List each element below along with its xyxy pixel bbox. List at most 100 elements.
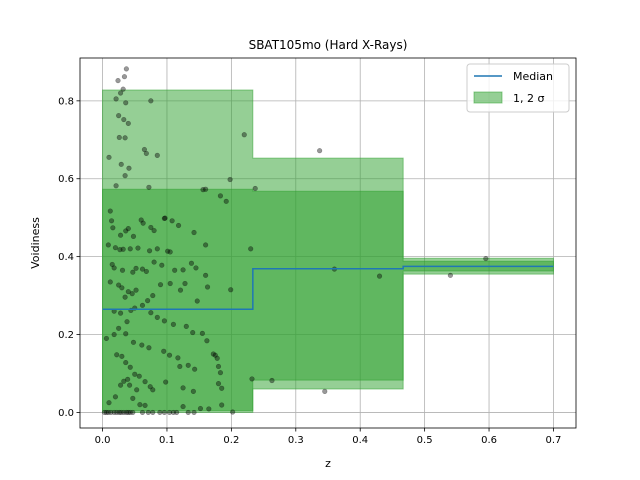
scatter-point-85 (150, 292, 156, 299)
scatter-point-82 (129, 291, 135, 297)
scatter-point-23 (146, 184, 152, 190)
scatter-point-159 (108, 409, 114, 416)
legend-sigma-label: 1, 2 σ (513, 92, 544, 105)
scatter-point-1 (115, 77, 121, 84)
scatter-point-175 (170, 409, 176, 416)
scatter-point-164 (121, 409, 127, 416)
scatter-point-79 (119, 285, 125, 291)
scatter-point-162 (116, 409, 122, 416)
scatter-point-48 (112, 245, 119, 251)
scatter-point-55 (165, 248, 171, 254)
scatter-point-9 (116, 113, 122, 119)
scatter-point-46 (203, 242, 209, 248)
scatter-point-100 (161, 318, 167, 324)
scatter-point-31 (108, 218, 115, 224)
scatter-point-168 (130, 409, 136, 416)
scatter-point-22 (122, 173, 128, 179)
y-axis-ticks: 0.0 0.2 0.4 0.6 0.8 (58, 96, 80, 419)
scatter-point-153 (206, 406, 212, 412)
scatter-point-124 (114, 352, 120, 358)
scatter-point-51 (127, 246, 133, 252)
scatter-point-10 (121, 116, 127, 123)
scatter-point-13 (122, 135, 128, 141)
scatter-point-44 (175, 222, 182, 229)
scatter-point-167 (127, 409, 133, 416)
scatter-point-21 (113, 183, 119, 189)
x-tick-label-4: 0.4 (352, 435, 368, 446)
scatter-point-14 (141, 146, 148, 153)
scatter-point-118 (192, 366, 198, 372)
y-tick-label-1: 0.2 (58, 330, 74, 341)
scatter-point-127 (127, 364, 133, 370)
scatter-point-145 (125, 376, 131, 382)
scatter-point-91 (204, 284, 211, 290)
scatter-point-111 (139, 342, 145, 348)
scatter-point-122 (215, 363, 222, 370)
scatter-point-68 (180, 267, 186, 273)
scatter-point-125 (119, 353, 125, 359)
y-tick-label-4: 0.8 (58, 96, 74, 107)
scatter-point-78 (116, 282, 122, 288)
scatter-point-158 (105, 409, 111, 416)
scatter-point-70 (193, 265, 199, 271)
scatter-point-114 (166, 352, 173, 358)
scatter-point-7 (148, 98, 154, 104)
scatter-point-53 (146, 248, 153, 254)
scatter-point-133 (163, 379, 169, 385)
plot-frame (79, 57, 577, 429)
scatter-point-2 (121, 74, 128, 80)
x-tick-label-7: 0.7 (546, 435, 562, 446)
y-tick-label-3: 0.6 (58, 174, 74, 185)
legend: Median 1, 2 σ (466, 63, 570, 113)
scatter-point-12 (116, 134, 122, 141)
scatter-point-5 (123, 100, 129, 106)
scatter-point-6 (113, 96, 119, 102)
scatter-point-29 (252, 185, 258, 192)
scatter-point-3 (120, 86, 126, 92)
scatter-point-151 (180, 403, 186, 410)
scatter-point-171 (150, 409, 156, 416)
scatter-point-120 (212, 352, 218, 358)
scatter-point-59 (111, 265, 117, 271)
scatter-point-89 (182, 280, 188, 287)
scatter-point-43 (169, 218, 175, 224)
scatter-point-66 (159, 262, 165, 268)
scatter-point-19 (126, 165, 132, 171)
scatter-point-71 (203, 272, 209, 278)
scatter-point-166 (125, 409, 131, 416)
scatter-point-109 (123, 331, 129, 337)
scatter-point-154 (219, 402, 225, 408)
legend-median-label: Median (513, 70, 553, 83)
scatter-point-156 (101, 409, 108, 416)
scatter-point-11 (125, 120, 131, 127)
scatter-point-116 (177, 363, 183, 370)
scatter-point-121 (214, 355, 220, 361)
x-tick-label-0: 0.0 (95, 435, 111, 446)
y-tick-label-0: 0.0 (58, 408, 74, 419)
x-tick-label-5: 0.5 (417, 435, 433, 446)
scatter-point-90 (194, 298, 200, 304)
scatter-point-8 (241, 132, 247, 138)
scatter-point-76 (483, 255, 489, 262)
scatter-point-149 (137, 402, 143, 408)
scatter-point-88 (177, 287, 184, 293)
scatter-point-35 (125, 225, 131, 232)
scatter-point-123 (217, 370, 224, 376)
median-step-path (102, 265, 554, 310)
scatter-point-104 (199, 330, 205, 336)
scatter-point-102 (183, 323, 189, 329)
scatter-point-97 (139, 302, 146, 308)
scatter-point-103 (190, 329, 196, 336)
scatter-point-60 (119, 267, 126, 273)
scatter-point-112 (146, 345, 152, 351)
scatter-point-81 (125, 289, 131, 295)
median-line (102, 265, 554, 310)
scatter-point-63 (139, 266, 146, 272)
scatter-point-128 (132, 371, 138, 377)
scatter-point-69 (188, 260, 195, 266)
scatter-point-155 (230, 409, 236, 415)
scatter-point-172 (157, 409, 163, 416)
scatter-point-173 (161, 409, 167, 416)
scatter-point-169 (139, 409, 146, 416)
scatter-point-139 (269, 377, 275, 384)
